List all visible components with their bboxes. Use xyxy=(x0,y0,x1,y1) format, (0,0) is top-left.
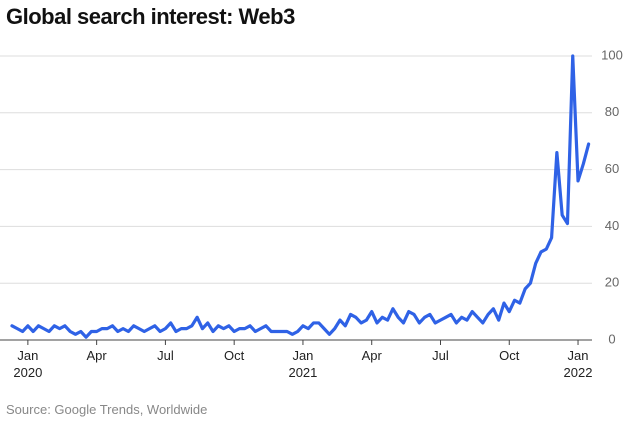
y-tick-label: 80 xyxy=(605,104,619,119)
y-tick-label: 60 xyxy=(605,161,619,176)
x-tick-label: Oct xyxy=(499,348,520,363)
line xyxy=(10,54,591,339)
source: Source: Google Trends, Worldwide xyxy=(6,402,208,417)
x-tick-label: Apr xyxy=(361,348,382,363)
y-tick-label: 40 xyxy=(605,218,619,233)
y-tick-label: 0 xyxy=(608,331,615,346)
chart-title: Global search interest: Web3 xyxy=(6,4,295,29)
y-tick-label: 100 xyxy=(601,47,623,62)
x-tick-label: Jan 2021 xyxy=(288,348,318,380)
x-tick-label: Apr xyxy=(86,348,107,363)
x-tick-label: Jul xyxy=(432,348,449,363)
x-tick-label: Oct xyxy=(224,348,245,363)
x-tick-label: Jan 2022 xyxy=(563,348,593,380)
x-tick-label: Jul xyxy=(157,348,174,363)
y-tick-label: 20 xyxy=(605,275,619,290)
x-tick-label: Jan 2020 xyxy=(13,348,43,380)
